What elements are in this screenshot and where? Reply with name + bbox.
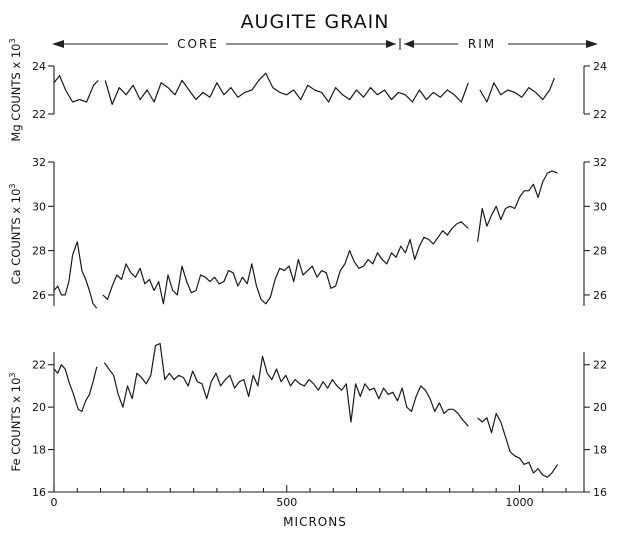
- mg-series-segment-2: [104, 72, 469, 105]
- fe-left-tick-label: 16: [32, 486, 46, 499]
- mg-series-segment-1: [53, 75, 99, 103]
- mg-left-tick-label: 24: [32, 60, 46, 73]
- fe-series-segment-1: [53, 364, 98, 412]
- core-arrowhead: [52, 40, 64, 48]
- chart-title: AUGITE GRAIN: [241, 11, 390, 33]
- fe-left-tick-label: 20: [32, 401, 46, 414]
- ca-y-axis-label: Ca COUNTS x 103: [8, 183, 23, 284]
- x-axis: 0 500 1000: [51, 485, 584, 509]
- ca-right-tick-label: 32: [593, 156, 607, 169]
- mg-y-axis-label: Mg COUNTS x 103: [8, 38, 23, 141]
- ca-series-segment-1: [53, 241, 98, 309]
- fe-panel: 16 16 18 18 20 20 22 22 Fe COUNTS x 103: [8, 342, 607, 499]
- core-label: CORE: [177, 37, 219, 51]
- ca-left-tick-label: 26: [32, 289, 46, 302]
- fe-right-tick-label: 20: [593, 401, 607, 414]
- fe-left-tick-label: 18: [32, 444, 46, 457]
- mg-left-tick-label: 22: [32, 108, 46, 121]
- rim-label: RIM: [468, 37, 496, 51]
- ca-right-tick-label: 28: [593, 245, 607, 258]
- fe-left-tick-label: 22: [32, 359, 46, 372]
- x-axis-label: MICRONS: [283, 515, 347, 529]
- x-tick-label: 0: [51, 496, 58, 509]
- ca-left-tick-label: 28: [32, 245, 46, 258]
- x-tick-label: 500: [276, 496, 297, 509]
- mg-right-tick-label: 24: [593, 60, 607, 73]
- x-tick-label: 1000: [505, 496, 533, 509]
- ca-left-tick-label: 30: [32, 200, 46, 213]
- mg-right-tick-label: 22: [593, 108, 607, 121]
- core-arrowhead-right: [386, 40, 396, 48]
- ca-right-tick-label: 30: [593, 200, 607, 213]
- ca-series-segment-2: [102, 221, 469, 305]
- rim-arrowhead: [586, 40, 598, 48]
- ca-series-segment-3: [477, 170, 558, 242]
- fe-series-segment-2: [103, 342, 469, 427]
- fe-right-tick-label: 16: [593, 486, 607, 499]
- fe-right-tick-label: 18: [593, 444, 607, 457]
- fe-right-tick-label: 22: [593, 359, 607, 372]
- ca-left-tick-label: 32: [32, 156, 46, 169]
- mg-panel: 22 22 24 24 Mg COUNTS x 103: [8, 38, 607, 141]
- mg-series-segment-3: [479, 77, 555, 103]
- ca-panel: 26 26 28 28 30 30 32 32 Ca COUNTS x 103: [8, 156, 607, 309]
- zone-header: CORE RIM: [52, 37, 598, 51]
- fe-y-axis-label: Fe COUNTS x 103: [8, 373, 23, 472]
- fe-series-segment-3: [477, 412, 559, 478]
- ca-right-tick-label: 26: [593, 289, 607, 302]
